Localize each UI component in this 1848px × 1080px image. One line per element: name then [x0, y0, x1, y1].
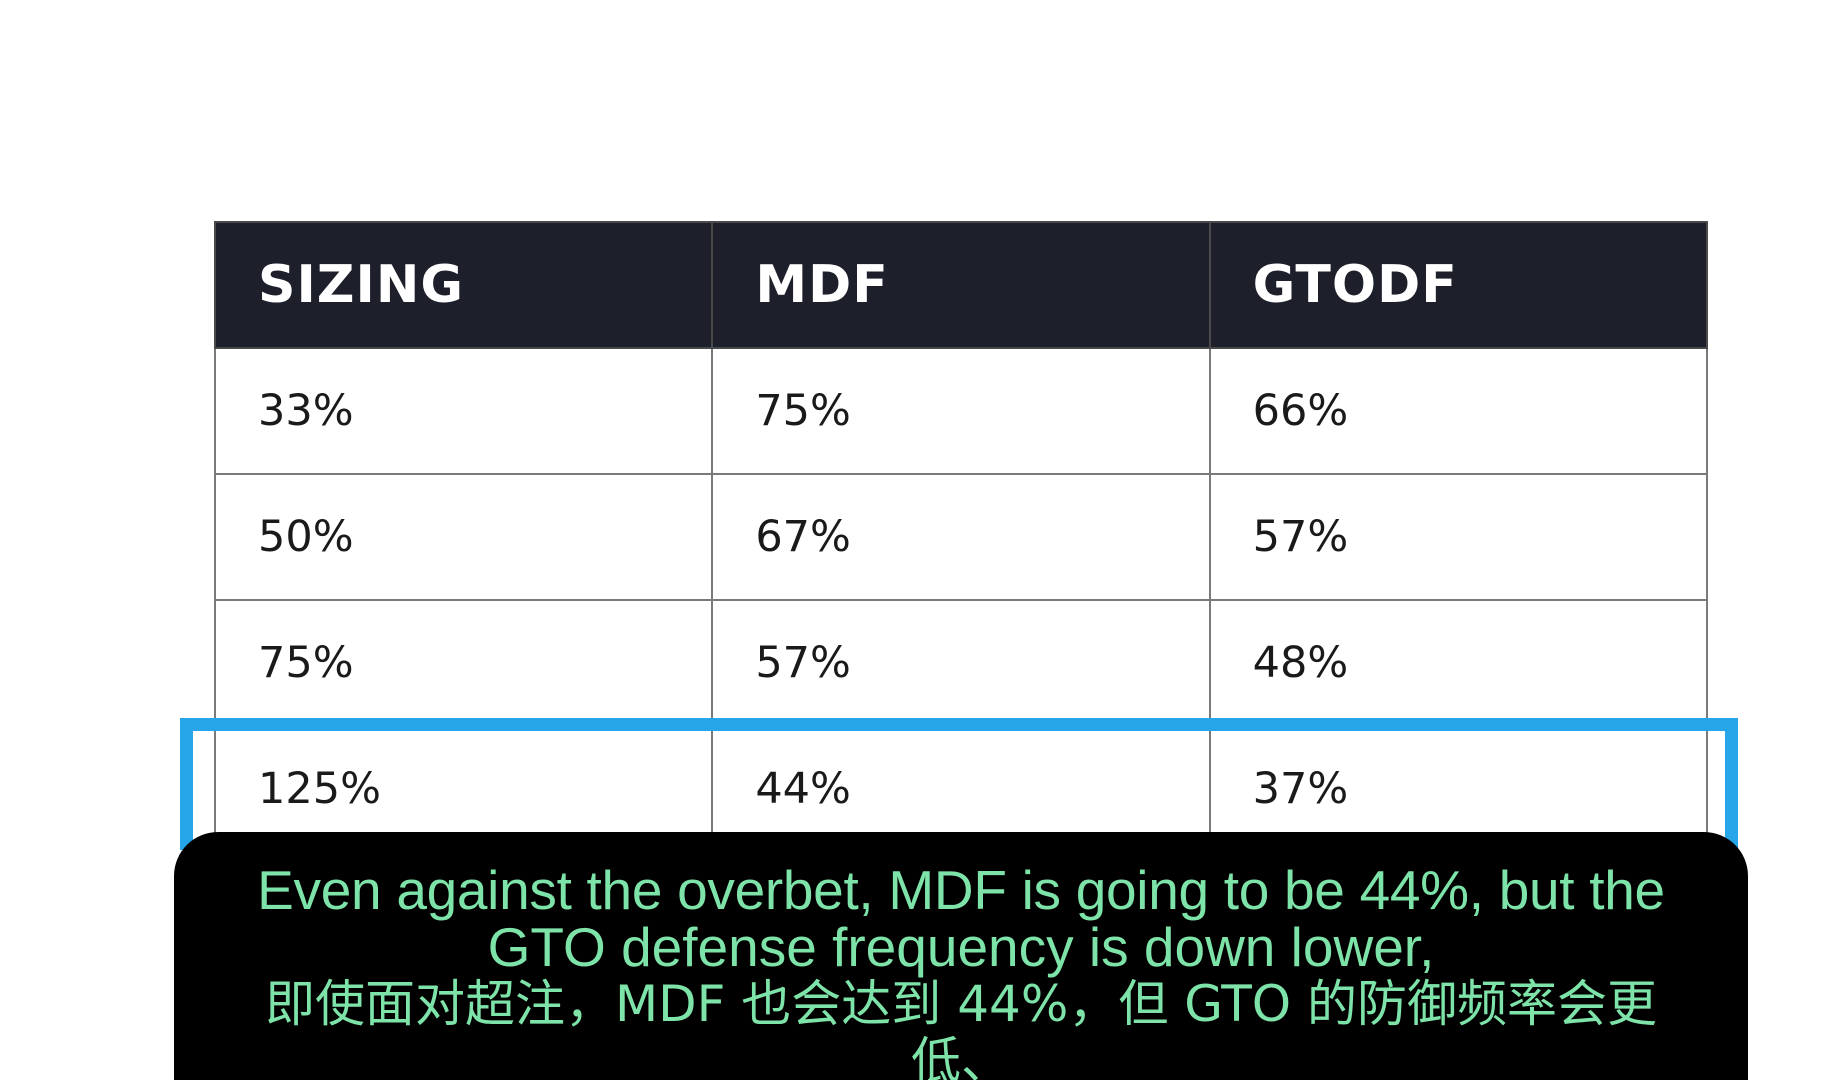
table-cell-mdf: 67%: [711, 473, 1211, 601]
table-header-row: SIZING MDF GTODF: [213, 221, 1709, 349]
column-header-gtodf: GTODF: [1208, 221, 1709, 349]
table-cell-mdf: 57%: [711, 599, 1211, 727]
table-cell-mdf: 44%: [711, 725, 1211, 853]
subtitle-caption: Even against the overbet, MDF is going t…: [174, 832, 1748, 1080]
column-header-sizing: SIZING: [213, 221, 714, 349]
column-header-mdf: MDF: [711, 221, 1211, 349]
sizing-mdf-table: SIZING MDF GTODF 33% 75% 66% 50% 67% 57%…: [213, 221, 1709, 853]
table-cell-sizing: 50%: [213, 473, 714, 601]
table-row: 75% 57% 48%: [213, 599, 1709, 727]
table-row: 50% 67% 57%: [213, 473, 1709, 601]
table-cell-sizing: 33%: [213, 347, 714, 475]
table-cell-gtodf: 48%: [1208, 599, 1709, 727]
subtitle-chinese-line-2: 低、: [911, 1032, 1011, 1080]
table-row: 33% 75% 66%: [213, 347, 1709, 475]
table-cell-gtodf: 57%: [1208, 473, 1709, 601]
table-cell-mdf: 75%: [711, 347, 1211, 475]
table-cell-sizing: 75%: [213, 599, 714, 727]
row-highlight-outline: [180, 718, 1738, 850]
table-cell-gtodf: 66%: [1208, 347, 1709, 475]
subtitle-chinese-line-1: 即使面对超注，MDF 也会达到 44%，但 GTO 的防御频率会更: [265, 975, 1657, 1033]
subtitle-english-line-2: GTO defense frequency is down lower,: [487, 916, 1435, 978]
subtitle-english-line-1: Even against the overbet, MDF is going t…: [257, 859, 1665, 921]
table-cell-sizing: 125%: [213, 725, 714, 853]
